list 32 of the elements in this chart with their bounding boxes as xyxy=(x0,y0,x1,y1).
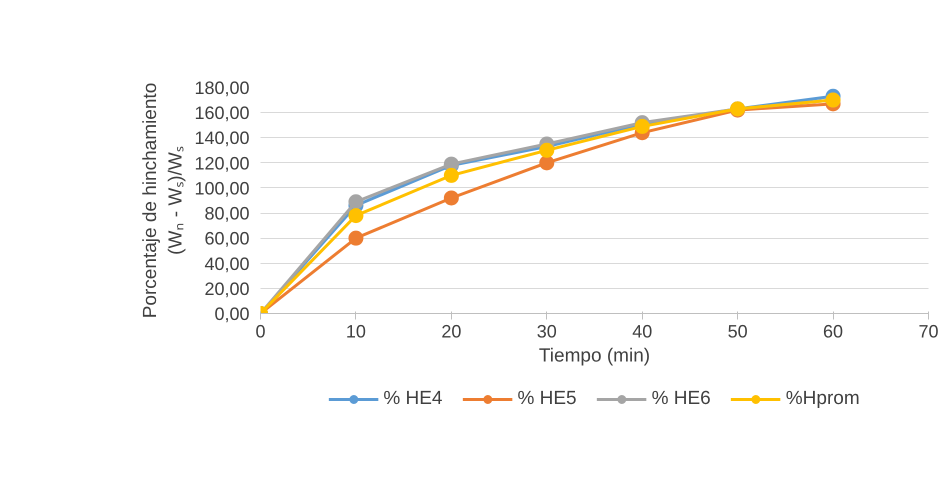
y-tick-label: 20,00 xyxy=(204,278,250,299)
legend-label: % HE5 xyxy=(517,388,577,410)
x-tick-label: 40 xyxy=(632,322,652,342)
point xyxy=(444,168,459,183)
x-tick-label: 30 xyxy=(536,322,557,342)
x-tick-label: 20 xyxy=(441,322,462,342)
y-tick-label: 40,00 xyxy=(204,254,250,274)
y-tick-label: 60,00 xyxy=(204,228,250,249)
y-tick-label: 100,00 xyxy=(194,178,250,198)
point xyxy=(348,194,364,210)
point xyxy=(539,142,554,158)
y-tick-label: 160,00 xyxy=(194,103,250,124)
x-tick-label: 60 xyxy=(823,322,844,342)
y-axis-title: Porcentaje de hinchamiento (Wₙ - Wₛ)/Wₛ xyxy=(140,82,186,318)
point xyxy=(444,190,459,206)
legend-label: %Hprom xyxy=(786,388,860,410)
legend-label: % HE6 xyxy=(652,388,711,410)
x-tick-label: 50 xyxy=(728,322,748,342)
y-tick-label: 180,00 xyxy=(194,78,250,98)
y-tick-label: 0,00 xyxy=(214,304,250,324)
y-tick-label: 120,00 xyxy=(194,153,250,174)
point xyxy=(348,208,364,224)
point xyxy=(348,230,364,246)
x-tick-label: 10 xyxy=(346,322,366,342)
y-tick-label: 80,00 xyxy=(204,204,250,224)
x-axis-title: Tiempo (min) xyxy=(538,346,650,366)
y-tick-label: 140,00 xyxy=(194,128,250,148)
x-tick-label: 70 xyxy=(918,322,939,342)
point xyxy=(539,155,554,170)
legend-label: % HE4 xyxy=(383,388,442,410)
x-tick-label: 0 xyxy=(255,322,266,342)
point xyxy=(634,118,650,134)
